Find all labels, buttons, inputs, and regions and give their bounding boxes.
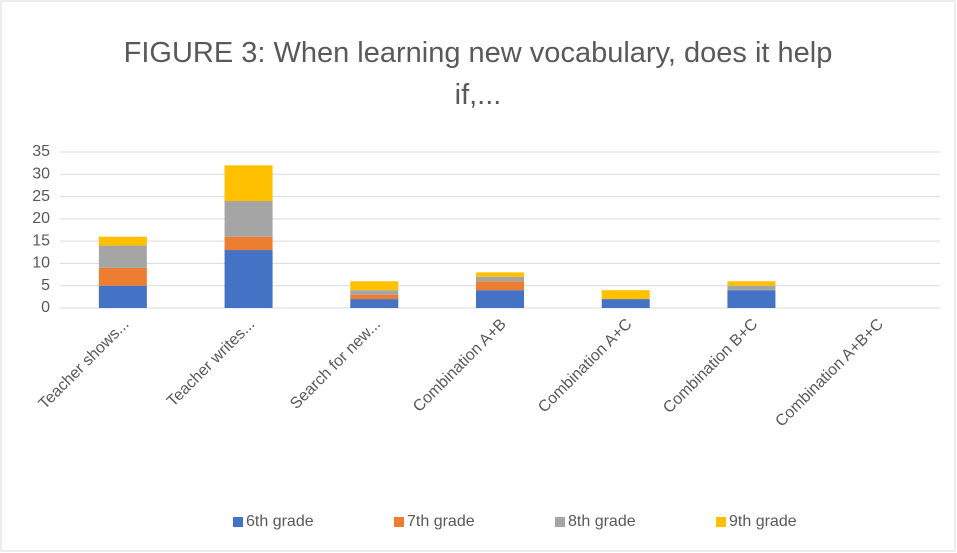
y-tick-label: 15 — [32, 232, 50, 249]
bar-segment — [601, 290, 650, 300]
bar-segment — [350, 281, 399, 291]
bar-segment — [727, 285, 776, 291]
y-tick-label: 35 — [32, 143, 50, 160]
bar-segment — [98, 267, 147, 286]
bar-segment — [476, 272, 524, 277]
bar-segment — [98, 245, 147, 268]
y-tick-label: 10 — [32, 255, 50, 272]
legend-swatch — [394, 517, 404, 527]
y-tick-label: 0 — [41, 299, 50, 316]
bar-segment — [727, 290, 776, 308]
bar-segment — [601, 299, 650, 308]
bar-segment — [350, 290, 399, 295]
bar-segment — [98, 236, 147, 246]
bar-segment — [224, 236, 273, 251]
legend-swatch — [555, 517, 565, 527]
legend-label: 7th grade — [407, 513, 475, 530]
bar-segment — [350, 299, 399, 308]
bar-segment — [224, 165, 273, 202]
chart-title: FIGURE 3: When learning new vocabulary, … — [123, 37, 833, 111]
legend-swatch — [233, 517, 243, 527]
bar-segment — [476, 276, 524, 282]
y-tick-label: 20 — [32, 210, 50, 227]
legend-label: 8th grade — [568, 513, 636, 530]
bar-segment — [224, 250, 273, 308]
legend-swatch — [716, 517, 726, 527]
bar-segment — [727, 281, 776, 286]
legend-label: 9th grade — [729, 513, 797, 530]
bar-segment — [98, 285, 147, 308]
y-tick-label: 30 — [32, 166, 50, 183]
bar-segment — [476, 281, 524, 291]
legend-label: 6th grade — [246, 513, 314, 530]
bar-segment — [224, 201, 273, 237]
bar-segment — [350, 294, 399, 300]
bar-segment — [476, 290, 524, 308]
y-tick-label: 25 — [32, 188, 50, 205]
y-tick-label: 5 — [41, 277, 50, 294]
